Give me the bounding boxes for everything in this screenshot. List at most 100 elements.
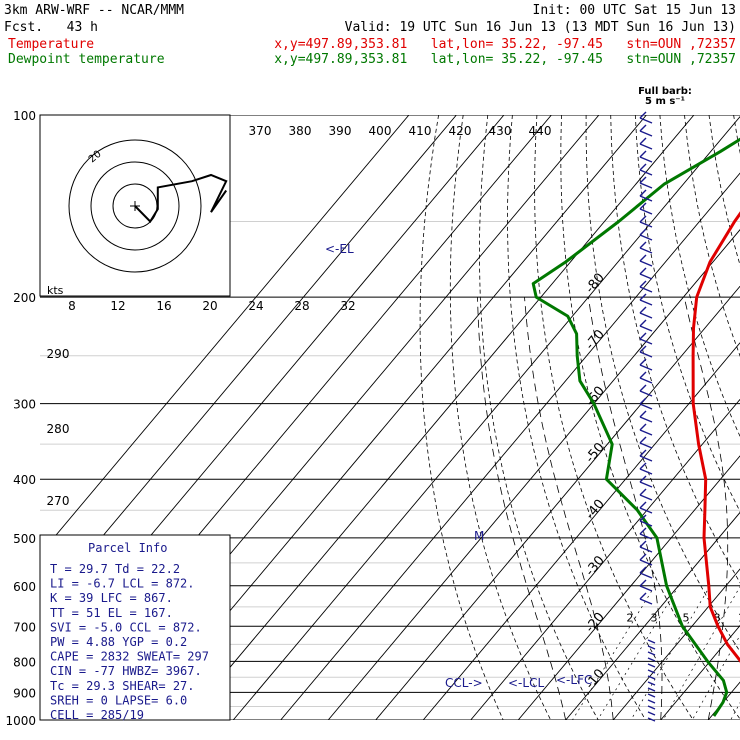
model-title: 3km ARW-WRF -- NCAR/MMM: [4, 3, 184, 18]
wind-barb: [639, 195, 653, 202]
dry-adiabat-280: [507, 115, 647, 720]
pressure-label-600: 600: [13, 580, 36, 594]
isotherm--40: [422, 342, 740, 720]
wind-barb-low: [647, 717, 656, 722]
dry-adiabat-340: [659, 115, 740, 438]
pressure-label-900: 900: [13, 686, 36, 700]
wind-barb-low: [647, 705, 656, 710]
wind-barb: [639, 436, 647, 444]
temperature-label: -70: [583, 327, 608, 353]
wind-barb: [639, 325, 653, 332]
hodograph-speed-tick: 24: [248, 299, 263, 313]
pressure-label-300: 300: [13, 398, 36, 412]
wind-barb: [639, 371, 647, 379]
temperature-label: -30: [583, 553, 608, 579]
wind-barb: [639, 527, 647, 535]
wind-barbs: [639, 111, 656, 722]
wind-barb: [639, 299, 653, 306]
wind-barb: [639, 280, 647, 288]
wind-barb: [639, 546, 653, 553]
moist-adiabat: [683, 297, 729, 720]
mixing-ratio-label: 3: [651, 611, 658, 624]
mixing-ratio-label: 12: [738, 611, 740, 624]
theta-label: 390: [329, 124, 352, 138]
theta-label: 380: [289, 124, 312, 138]
wind-barb: [639, 182, 653, 189]
wind-barb: [639, 533, 653, 540]
theta-label: 410: [409, 124, 432, 138]
annotation: M: [474, 529, 484, 543]
wind-barb: [639, 247, 653, 254]
parcel-info-row: CIN = -77 HWBZ= 3967.: [50, 664, 202, 678]
annotation: <-LFC: [556, 673, 592, 687]
wind-barb: [639, 241, 647, 249]
wind-barb: [639, 572, 653, 579]
wind-barb: [639, 228, 647, 236]
parcel-info-row: CAPE = 2832 SWEAT= 297: [50, 650, 209, 664]
wind-barb-low: [647, 699, 656, 704]
dewpoint-location: x,y=497.89,353.81 lat,lon= 35.22, -97.45…: [274, 52, 736, 67]
isotherm--70: [280, 172, 740, 720]
theta-label: 400: [369, 124, 392, 138]
wind-barb: [639, 332, 647, 340]
dry-adiabat-270: [478, 115, 599, 720]
wind-barb: [639, 585, 653, 592]
wind-barb: [639, 566, 647, 574]
temperature-legend-label: Temperature: [8, 37, 94, 52]
parcel-info-row: SVI = -5.0 CCL = 872.: [50, 620, 202, 634]
pressure-label-400: 400: [13, 473, 36, 487]
sounding-traces: [531, 137, 740, 717]
wind-barb: [639, 559, 653, 566]
wind-barb-low: [647, 657, 656, 662]
wind-barb: [639, 260, 653, 267]
wind-barb: [639, 397, 647, 405]
wind-barb: [639, 514, 647, 522]
theta-label: 430: [489, 124, 512, 138]
mixing-ratio-label: 2: [626, 611, 633, 624]
wind-barb-low: [647, 645, 656, 650]
pressure-label-500: 500: [13, 532, 36, 546]
pressure-label-100: 100: [13, 109, 36, 123]
parcel-info-row: Tc = 29.3 SHEAR= 27.: [50, 679, 195, 693]
dry-adiabat-310: [585, 115, 740, 653]
parcel-info-row: TT = 51 EL = 167.: [50, 606, 173, 620]
barb-scale-unit: 5 m s⁻¹: [645, 96, 685, 107]
hodograph-speed-tick: 20: [202, 299, 217, 313]
parcel-info-title: Parcel Info: [88, 541, 167, 555]
annotation: <-LCL: [508, 676, 544, 690]
wind-barb: [639, 338, 653, 345]
wind-barb: [639, 234, 653, 241]
wind-barb: [639, 351, 653, 358]
dry-adiabat-250: [419, 115, 504, 720]
wind-barb: [639, 553, 647, 561]
pressure-label-200: 200: [13, 291, 36, 305]
wind-barb: [639, 442, 653, 449]
annotation: <-EL: [325, 242, 354, 256]
dry-adiabat-300: [560, 115, 740, 720]
hodograph-ring: [90, 161, 180, 251]
forecast-hour: Fcst. 43 h: [4, 20, 98, 35]
wind-barb: [639, 176, 647, 184]
dewpoint-temperature-line: [531, 137, 740, 717]
wind-barb: [639, 137, 647, 145]
wind-barb: [639, 117, 653, 124]
isotherm--90: [185, 115, 695, 720]
parcel-info-row: SREH = 0 LAPSE= 6.0: [50, 693, 187, 707]
wind-barb-low: [647, 687, 656, 692]
wind-barb: [639, 462, 647, 470]
wind-barb: [639, 215, 647, 223]
isotherm--80: [232, 115, 740, 720]
wind-barb: [639, 390, 653, 397]
wind-barb: [639, 592, 647, 600]
isotherm-0: [612, 568, 740, 720]
wind-barb: [639, 293, 647, 301]
mixing-ratio-line: [572, 585, 656, 720]
wind-barb: [639, 306, 647, 314]
isotherm-10: [660, 624, 740, 720]
valid-time: Valid: 19 UTC Sun 16 Jun 13 (13 MDT Sun …: [345, 20, 736, 35]
wind-barb-low: [647, 693, 656, 698]
parcel-info-row: K = 39 LFC = 867.: [50, 591, 173, 605]
wind-barb: [639, 130, 653, 137]
wind-barb: [639, 124, 647, 132]
